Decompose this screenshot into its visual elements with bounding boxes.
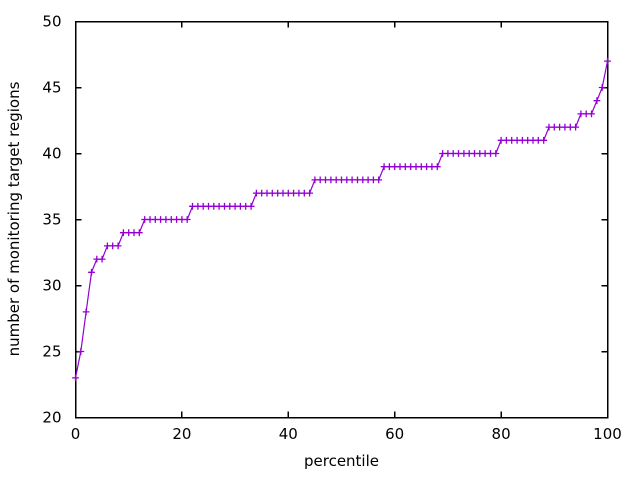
x-tick-label: 0 [71, 425, 81, 443]
x-tick-label: 100 [593, 425, 622, 443]
x-tick-label: 60 [385, 425, 404, 443]
y-tick-label: 40 [42, 145, 61, 163]
y-axis-label: number of monitoring target regions [5, 81, 23, 357]
y-tick-label: 45 [42, 79, 61, 97]
series-markers [72, 57, 611, 382]
x-axis-label: percentile [303, 452, 379, 470]
y-tick-label: 50 [42, 13, 61, 31]
y-tick-label: 20 [42, 409, 61, 427]
x-tick-label: 40 [279, 425, 298, 443]
y-tick-label: 25 [42, 343, 61, 361]
y-tick-label: 35 [42, 211, 61, 229]
x-tick-label: 20 [172, 425, 191, 443]
x-tick-label: 80 [492, 425, 511, 443]
y-tick-label: 30 [42, 277, 61, 295]
